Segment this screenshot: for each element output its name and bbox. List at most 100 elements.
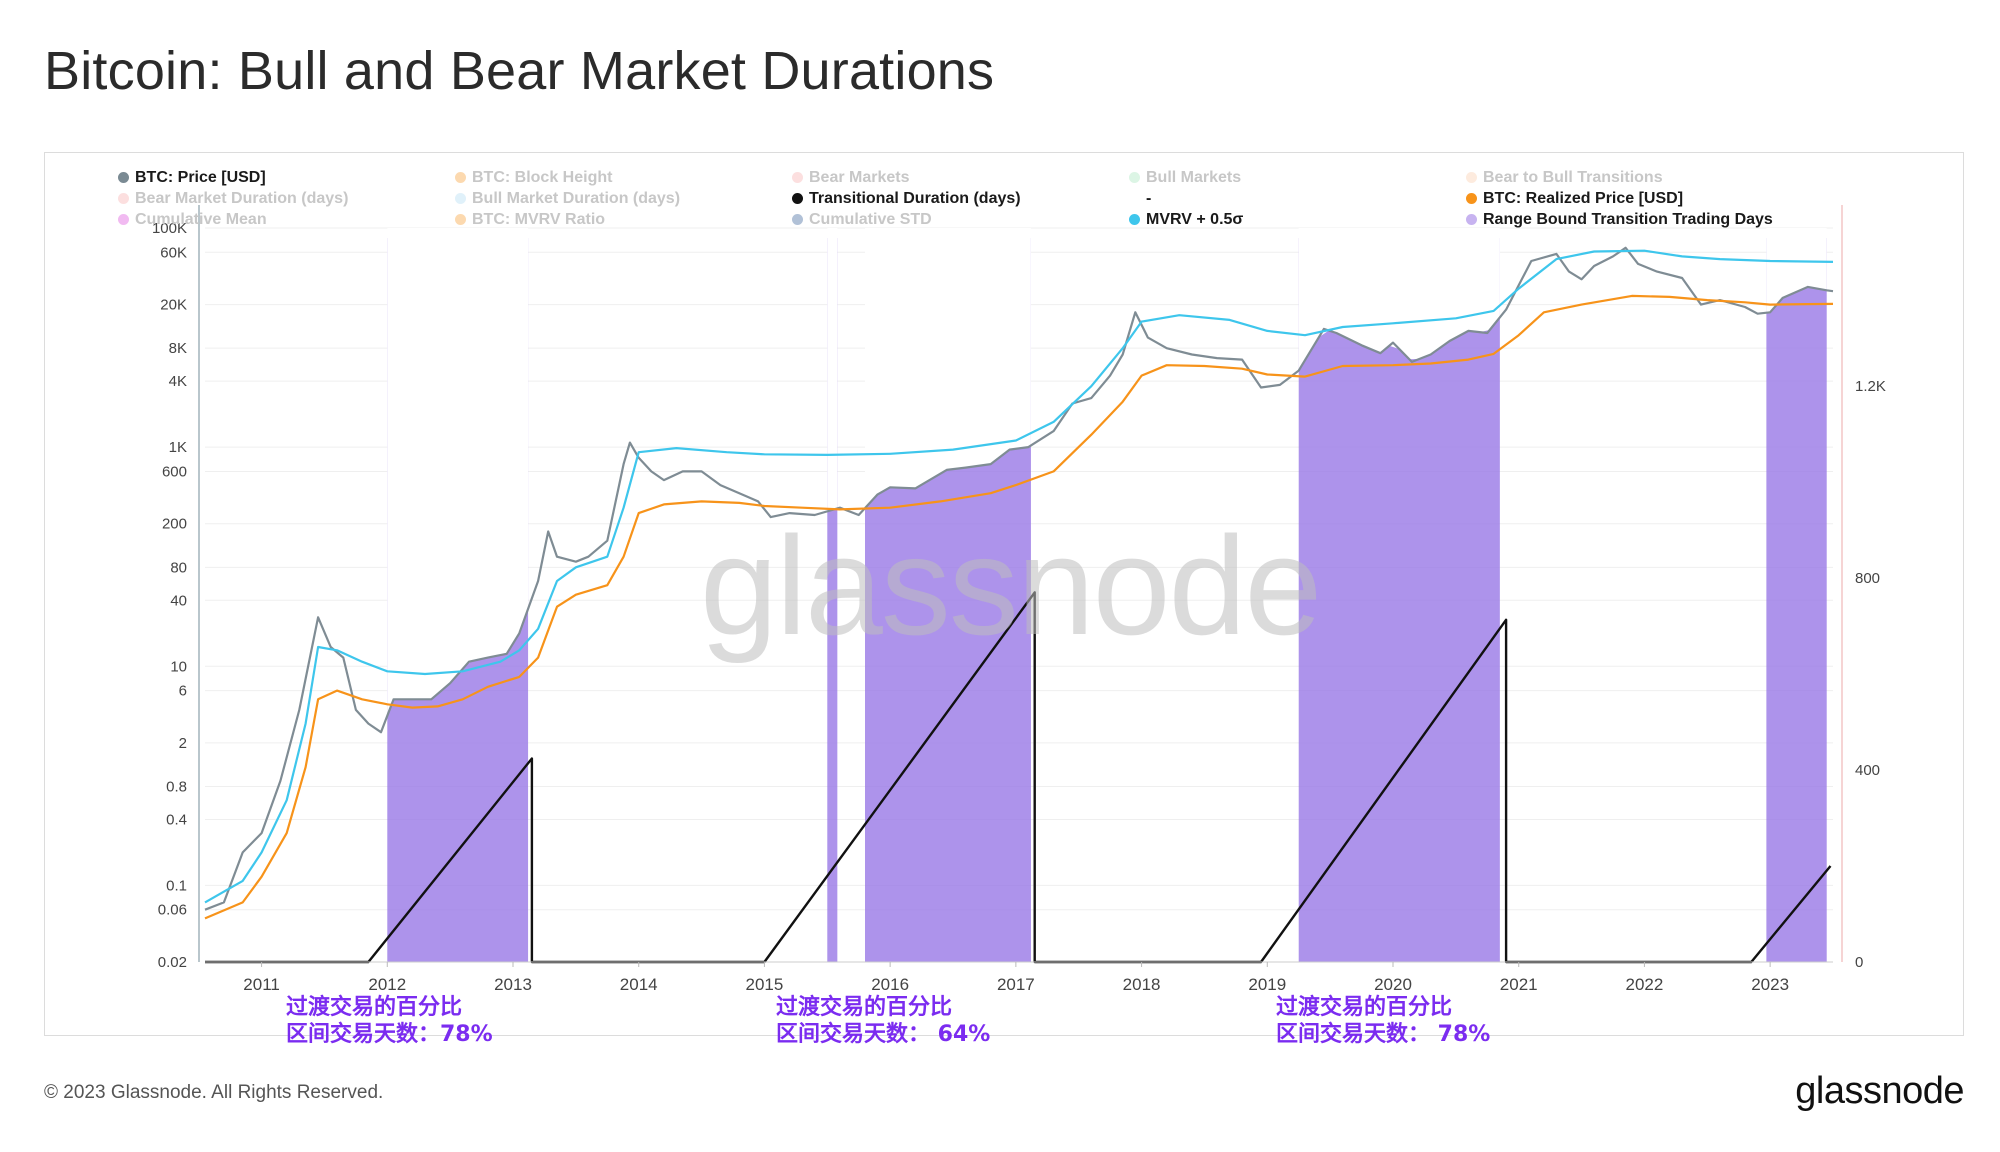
legend-label: BTC: Price [USD] bbox=[135, 168, 266, 186]
range-bound-shade bbox=[1298, 238, 1500, 962]
y-left-tick-label: 80 bbox=[170, 559, 187, 576]
annotation-2: 过渡交易的百分比 区间交易天数： 64% bbox=[776, 994, 990, 1048]
page-title: Bitcoin: Bull and Bear Market Durations bbox=[44, 41, 995, 101]
y-left-tick-label: 600 bbox=[162, 463, 187, 480]
legend-label: - bbox=[1146, 189, 1152, 207]
legend-dot-icon bbox=[455, 214, 466, 225]
legend-label: Bear to Bull Transitions bbox=[1483, 168, 1663, 186]
annotation-3-line1: 过渡交易的百分比 bbox=[1276, 995, 1453, 1020]
y-right-tick-label: 0 bbox=[1855, 954, 1863, 971]
range-bound-shade bbox=[1766, 238, 1827, 962]
legend-item-5[interactable]: Bear Market Duration (days) bbox=[118, 189, 455, 208]
y-left-tick-label: 20K bbox=[160, 297, 187, 314]
legend-label: MVRV + 0.5σ bbox=[1146, 210, 1244, 228]
legend-dot-icon bbox=[1466, 193, 1477, 204]
legend-label: Cumulative Mean bbox=[135, 210, 267, 228]
legend-dot-icon bbox=[118, 172, 129, 183]
annotation-1: 过渡交易的百分比 区间交易天数：78% bbox=[286, 994, 493, 1048]
shade-mask bbox=[827, 228, 838, 512]
shade-mask bbox=[1766, 228, 1827, 313]
y-left-tick-label: 60K bbox=[160, 244, 187, 261]
legend-item-10[interactable]: Cumulative Mean bbox=[118, 210, 455, 229]
legend-dot-icon bbox=[1466, 214, 1477, 225]
y-left-tick-label: 200 bbox=[162, 516, 187, 533]
legend-dot-icon bbox=[1129, 172, 1140, 183]
y-left-tick-label: 6 bbox=[179, 683, 187, 700]
y-right-tick-label: 1.2K bbox=[1855, 378, 1886, 395]
legend-dot-icon bbox=[1466, 172, 1477, 183]
y-left-tick-label: 100K bbox=[152, 220, 187, 237]
x-tick-label: 2023 bbox=[1751, 975, 1789, 994]
legend-label: Transitional Duration (days) bbox=[809, 189, 1021, 207]
legend-dot-icon bbox=[118, 214, 129, 225]
y-right-tick-label: 400 bbox=[1855, 762, 1880, 779]
legend-label: Bear Market Duration (days) bbox=[135, 189, 349, 207]
annotation-3: 过渡交易的百分比 区间交易天数： 78% bbox=[1276, 994, 1490, 1048]
x-tick-label: 2014 bbox=[620, 975, 658, 994]
legend-item-2[interactable]: Bear Markets bbox=[792, 168, 1129, 187]
y-left-tick-label: 8K bbox=[169, 340, 187, 357]
x-tick-label: 2019 bbox=[1248, 975, 1286, 994]
legend-item-11[interactable]: BTC: MVRV Ratio bbox=[455, 210, 792, 229]
range-bound-shade bbox=[827, 238, 838, 962]
legend-item-1[interactable]: BTC: Block Height bbox=[455, 168, 792, 187]
y-left-tick-label: 0.8 bbox=[166, 778, 187, 795]
legend-label: Bear Markets bbox=[809, 168, 910, 186]
legend-item-7[interactable]: Transitional Duration (days) bbox=[792, 189, 1129, 208]
x-tick-label: 2015 bbox=[746, 975, 784, 994]
x-tick-label: 2016 bbox=[871, 975, 909, 994]
legend-dot-icon bbox=[792, 193, 803, 204]
legend-item-6[interactable]: Bull Market Duration (days) bbox=[455, 189, 792, 208]
shade-mask bbox=[1298, 228, 1500, 371]
legend-label: BTC: MVRV Ratio bbox=[472, 210, 606, 228]
legend-dot-icon bbox=[455, 193, 466, 204]
y-left-tick-label: 10 bbox=[170, 658, 187, 675]
legend-dot-icon bbox=[792, 214, 803, 225]
series-mvrv-0-5- bbox=[204, 249, 1834, 904]
series-btc-realized-price-usd- bbox=[204, 294, 1834, 920]
shaded-ranges bbox=[387, 228, 1827, 962]
legend-label: BTC: Realized Price [USD] bbox=[1483, 189, 1684, 207]
axes: 100K 60K 20K 8K 4K 1K 600 200 80 40 10 6 2 0.8 0.4 0.1 0… bbox=[152, 205, 1886, 994]
annotation-1-line2: 区间交易天数：78% bbox=[286, 1022, 493, 1047]
copyright-text: © 2023 Glassnode. All Rights Reserved. bbox=[44, 1082, 384, 1103]
x-tick-label: 2013 bbox=[494, 975, 532, 994]
y-left-tick-label: 40 bbox=[170, 592, 187, 609]
legend-item-9[interactable]: BTC: Realized Price [USD] bbox=[1466, 189, 1838, 208]
legend-dot-icon bbox=[1129, 214, 1140, 225]
legend-dot-icon bbox=[792, 172, 803, 183]
annotation-2-line2: 区间交易天数： 64% bbox=[776, 1022, 991, 1047]
legend-dot-icon bbox=[118, 193, 129, 204]
x-tick-label: 2021 bbox=[1500, 975, 1538, 994]
legend-item-14[interactable]: Range Bound Transition Trading Days bbox=[1466, 210, 1838, 229]
x-tick-label: 2017 bbox=[997, 975, 1035, 994]
legend-label: BTC: Block Height bbox=[472, 168, 613, 186]
x-tick-label: 2018 bbox=[1123, 975, 1161, 994]
legend-label: Bull Markets bbox=[1146, 168, 1242, 186]
shade-mask bbox=[387, 228, 529, 716]
y-left-tick-label: 0.06 bbox=[158, 902, 187, 919]
legend-item-4[interactable]: Bear to Bull Transitions bbox=[1466, 168, 1838, 187]
chart-legend: BTC: Price [USD] BTC: Block Height Bear Ma… bbox=[118, 168, 1838, 229]
y-left-tick-label: 4K bbox=[169, 373, 187, 390]
y-left-tick-label: 2 bbox=[179, 735, 187, 752]
y-left-tick-label: 0.4 bbox=[166, 811, 187, 828]
legend-label: Range Bound Transition Trading Days bbox=[1483, 210, 1773, 228]
y-left-tick-label: 0.02 bbox=[158, 954, 187, 971]
legend-item-3[interactable]: Bull Markets bbox=[1129, 168, 1466, 187]
legend-item-13[interactable]: MVRV + 0.5σ bbox=[1129, 210, 1466, 229]
glassnode-logo[interactable]: glassnode bbox=[1795, 1070, 1964, 1112]
legend-item-8[interactable]: - bbox=[1129, 189, 1466, 208]
x-tick-label: 2022 bbox=[1626, 975, 1664, 994]
legend-dot-icon bbox=[455, 172, 466, 183]
legend-item-12[interactable]: Cumulative STD bbox=[792, 210, 1129, 229]
x-tick-label: 2011 bbox=[243, 975, 280, 994]
y-right-tick-label: 800 bbox=[1855, 570, 1880, 587]
y-left-tick-label: 1K bbox=[169, 439, 187, 456]
annotation-3-line2: 区间交易天数： 78% bbox=[1276, 1022, 1491, 1047]
shade-mask bbox=[865, 228, 1031, 509]
annotation-1-line1: 过渡交易的百分比 bbox=[286, 995, 463, 1020]
legend-label: Bull Market Duration (days) bbox=[472, 189, 681, 207]
legend-item-0[interactable]: BTC: Price [USD] bbox=[118, 168, 455, 187]
